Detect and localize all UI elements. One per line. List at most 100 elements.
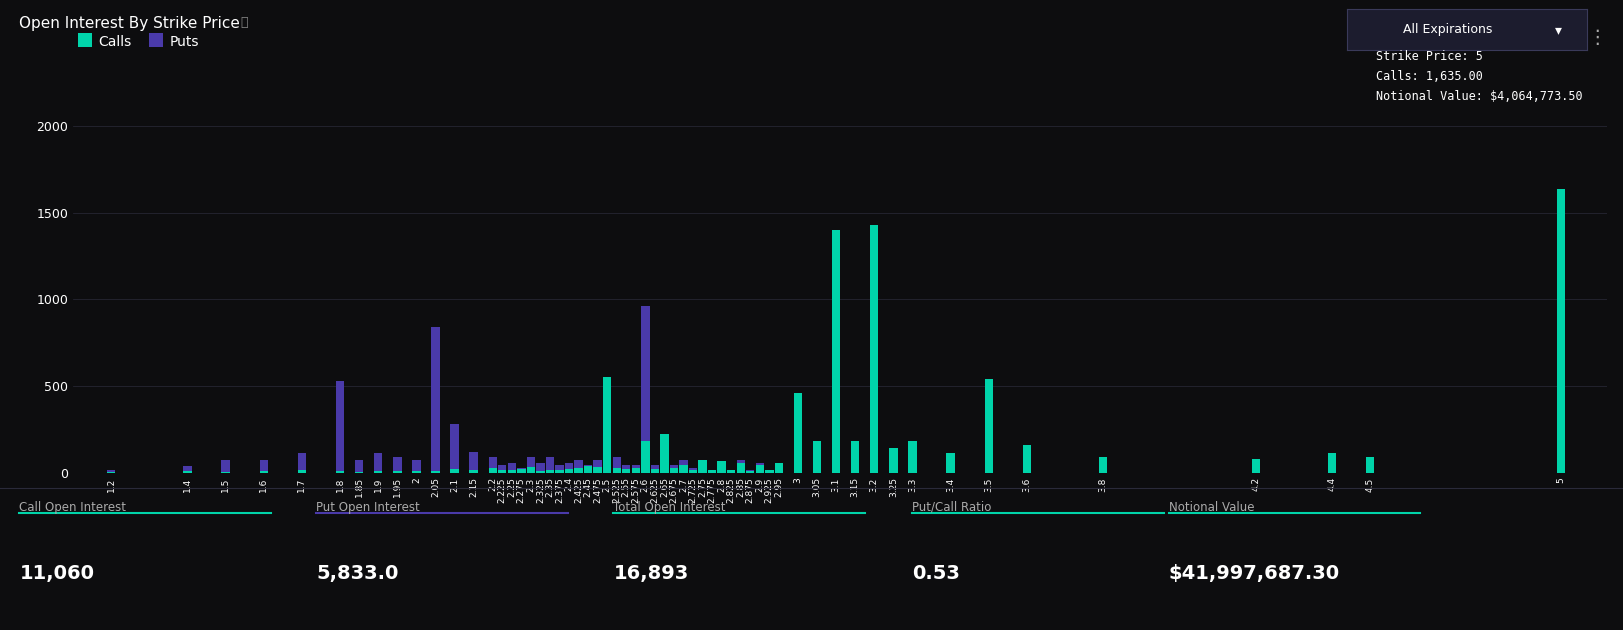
Bar — [604, 470, 612, 472]
Bar — [651, 469, 659, 472]
Bar — [584, 465, 592, 472]
Bar — [612, 457, 622, 472]
Bar — [889, 468, 898, 472]
Bar — [641, 306, 649, 472]
Bar — [833, 230, 841, 472]
Bar — [641, 441, 649, 472]
Bar — [1328, 468, 1336, 472]
Text: All Expirations: All Expirations — [1404, 23, 1493, 37]
Bar — [498, 470, 506, 472]
Bar — [909, 463, 917, 472]
Bar — [297, 454, 307, 472]
Bar — [670, 468, 678, 472]
Bar — [594, 467, 602, 472]
Bar — [774, 463, 782, 472]
Bar — [1328, 454, 1336, 472]
Bar — [1022, 468, 1031, 472]
Bar — [688, 468, 698, 472]
Bar — [545, 457, 553, 472]
Bar — [708, 470, 716, 472]
Bar — [489, 457, 497, 472]
Bar — [747, 471, 755, 472]
Bar — [604, 377, 612, 472]
Bar — [631, 468, 639, 472]
Bar — [518, 468, 526, 472]
Bar — [756, 465, 764, 472]
Bar — [946, 454, 954, 472]
Bar — [680, 461, 688, 472]
Text: ⋮: ⋮ — [1587, 28, 1607, 47]
Bar — [1251, 459, 1259, 472]
Bar — [727, 471, 735, 472]
Bar — [260, 471, 268, 472]
Legend: Calls, Puts: Calls, Puts — [73, 29, 204, 54]
Bar — [565, 469, 573, 472]
Bar — [412, 461, 420, 472]
Bar — [1022, 445, 1031, 472]
Bar — [756, 463, 764, 472]
Bar — [373, 454, 383, 472]
Bar — [336, 471, 344, 472]
Bar — [794, 393, 802, 472]
Bar — [909, 441, 917, 472]
Text: Put Open Interest: Put Open Interest — [316, 501, 420, 514]
Bar — [698, 461, 706, 472]
Bar — [393, 471, 401, 472]
Bar — [889, 449, 898, 472]
Bar — [747, 471, 755, 472]
Bar — [622, 469, 630, 472]
Text: ▾: ▾ — [1555, 23, 1561, 37]
Bar — [450, 424, 459, 472]
Bar — [107, 470, 115, 472]
Bar — [651, 465, 659, 472]
Bar — [1367, 468, 1375, 472]
Bar — [297, 470, 307, 472]
Bar — [661, 435, 669, 472]
Bar — [717, 463, 725, 472]
Bar — [508, 463, 516, 472]
Text: 16,893: 16,893 — [613, 564, 688, 583]
Bar — [833, 465, 841, 472]
Bar — [536, 471, 545, 472]
Bar — [498, 465, 506, 472]
Bar — [489, 468, 497, 472]
Bar — [469, 452, 477, 472]
Bar — [737, 463, 745, 472]
Bar — [850, 468, 859, 472]
Bar — [727, 470, 735, 472]
Text: Open Interest By Strike Price: Open Interest By Strike Price — [19, 16, 240, 31]
Bar — [536, 463, 545, 472]
Text: Notional Value: Notional Value — [1169, 501, 1255, 514]
Bar — [774, 468, 782, 472]
Bar — [469, 470, 477, 472]
Bar — [717, 461, 725, 472]
Bar — [183, 466, 192, 472]
Bar — [631, 465, 639, 472]
Text: Call Open Interest: Call Open Interest — [19, 501, 127, 514]
Text: 5,833.0: 5,833.0 — [316, 564, 399, 583]
Bar — [432, 471, 440, 472]
Bar — [432, 327, 440, 472]
Bar — [622, 465, 630, 472]
Bar — [584, 466, 592, 472]
Bar — [355, 461, 364, 472]
Bar — [555, 470, 563, 472]
Bar — [594, 461, 602, 472]
Bar — [708, 470, 716, 472]
Bar — [260, 461, 268, 472]
Text: Strike Price: 5
Calls: 1,635.00
Notional Value: $4,064,773.50: Strike Price: 5 Calls: 1,635.00 Notional… — [1376, 50, 1582, 103]
Bar — [813, 441, 821, 472]
Text: $41,997,687.30: $41,997,687.30 — [1169, 564, 1339, 583]
Bar — [565, 463, 573, 472]
Bar — [545, 471, 553, 472]
Bar — [764, 471, 774, 472]
Bar — [412, 471, 420, 472]
Bar — [508, 470, 516, 472]
Bar — [393, 457, 401, 472]
Bar — [1099, 468, 1107, 472]
Bar — [737, 461, 745, 472]
Bar — [946, 466, 954, 472]
Bar — [527, 467, 536, 472]
Bar — [336, 381, 344, 472]
Text: ⓘ: ⓘ — [240, 16, 248, 29]
